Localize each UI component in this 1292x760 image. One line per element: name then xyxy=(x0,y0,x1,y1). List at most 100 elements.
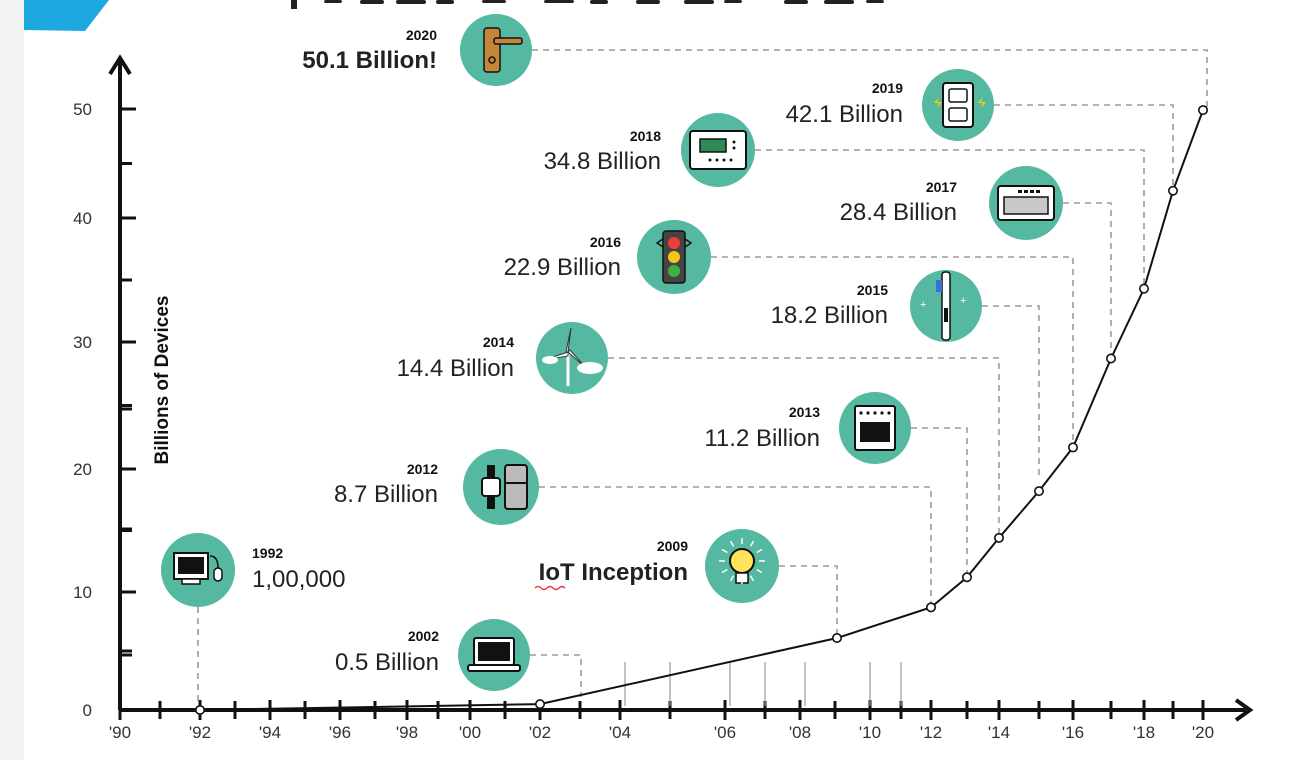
thermostat-icon xyxy=(681,113,755,187)
data-point xyxy=(1139,283,1150,294)
title-fragment xyxy=(360,0,384,4)
growth-line xyxy=(199,109,1204,711)
title-fragment xyxy=(784,0,808,4)
x-axis-arrow xyxy=(1234,698,1254,722)
title-fragment xyxy=(482,0,506,3)
title-fragment xyxy=(684,0,714,4)
y-axis-label: Billions of Devices xyxy=(152,296,173,465)
annotation-year: 2009 xyxy=(657,538,688,554)
annotation-value: 1,00,000 xyxy=(252,566,345,593)
title-fragment xyxy=(544,0,574,3)
annotation-value: 18.2 Billion xyxy=(771,302,888,329)
x-tick-label: '04 xyxy=(609,723,631,742)
title-fragment xyxy=(436,0,454,4)
title-fragment xyxy=(866,0,884,3)
annotation-year: 1992 xyxy=(252,545,283,561)
annotation-year: 2015 xyxy=(857,282,888,298)
data-point xyxy=(831,633,842,644)
leader-line xyxy=(982,305,1040,477)
x-tick-label: '20 xyxy=(1192,723,1214,742)
microwave-icon xyxy=(989,166,1063,240)
leader-line xyxy=(779,565,838,637)
leader-line xyxy=(994,104,1174,195)
badge-circle xyxy=(536,322,608,394)
annotation-year: 2016 xyxy=(590,234,621,250)
title-fragment xyxy=(824,0,854,4)
spellcheck-underline xyxy=(534,585,566,591)
y-tick-label: 20 xyxy=(73,460,92,479)
x-tick-label: '98 xyxy=(396,723,418,742)
leader-line xyxy=(755,149,1145,290)
title-fragment xyxy=(324,0,342,3)
annotation-value: 50.1 Billion! xyxy=(302,47,437,74)
desktop-computer-icon xyxy=(161,533,235,607)
x-tick-label: '90 xyxy=(109,723,131,742)
title-fragment xyxy=(590,0,608,4)
x-tick-label: '08 xyxy=(789,723,811,742)
data-point xyxy=(1033,486,1044,497)
y-tick-label: 10 xyxy=(73,583,92,602)
laptop-icon xyxy=(458,619,530,691)
y-tick-label: 0 xyxy=(83,701,92,720)
toothbrush-icon: + + xyxy=(910,270,982,342)
annotation-value: 8.7 Billion xyxy=(334,481,438,508)
y-tick-label: 40 xyxy=(73,209,92,228)
title-fragment xyxy=(396,0,426,4)
annotation-year: 2018 xyxy=(630,128,661,144)
svg-text:+: + xyxy=(960,295,966,307)
x-tick-label: '92 xyxy=(189,723,211,742)
x-tick-label: '18 xyxy=(1133,723,1155,742)
oven-icon xyxy=(839,392,911,464)
traffic-light-icon xyxy=(637,220,711,294)
data-point xyxy=(1168,185,1179,196)
data-point xyxy=(195,704,206,715)
annotation-year: 2019 xyxy=(872,80,903,96)
annotation-value: 11.2 Billion xyxy=(704,425,820,452)
x-tick-label: '10 xyxy=(859,723,881,742)
x-tick-label: '96 xyxy=(329,723,351,742)
annotation-year: 2020 xyxy=(406,27,437,43)
y-axis-arrow xyxy=(108,54,132,76)
annotation-year: 2002 xyxy=(408,628,439,644)
power-outlet-icon xyxy=(922,69,994,141)
title-fragment xyxy=(291,0,297,9)
annotation-value: IoT Inception xyxy=(539,559,688,586)
leader-line xyxy=(711,256,1074,447)
annotation-year: 2017 xyxy=(926,179,957,195)
data-point xyxy=(1198,105,1209,116)
data-point xyxy=(1068,442,1079,453)
leader-line xyxy=(532,49,1208,110)
data-point xyxy=(925,602,936,613)
data-point xyxy=(1106,353,1117,364)
annotation-value: 14.4 Billion xyxy=(397,355,514,382)
y-tick-label: 30 xyxy=(73,333,92,352)
leader-line xyxy=(530,654,582,697)
annotation-year: 2014 xyxy=(483,334,514,350)
leader-line xyxy=(608,357,1000,537)
title-fragment xyxy=(636,0,660,4)
svg-text:+: + xyxy=(920,299,926,311)
annotation-value: 0.5 Billion xyxy=(335,649,439,676)
x-tick-label: '16 xyxy=(1062,723,1084,742)
x-tick-label: '14 xyxy=(988,723,1010,742)
wind-turbine-icon xyxy=(536,322,608,394)
annotation-year: 2013 xyxy=(789,404,820,420)
annotation-year: 2012 xyxy=(407,461,438,477)
leader-line xyxy=(911,427,968,577)
x-tick-label: '00 xyxy=(459,723,481,742)
iot-growth-infographic: 0 10 20 30 40 50 Billions of Devices '90 '92 '94 '… xyxy=(24,0,1292,760)
light-bulb-icon xyxy=(705,529,779,603)
data-point xyxy=(993,532,1004,543)
title-fragment xyxy=(724,0,742,3)
x-tick-label: '12 xyxy=(920,723,942,742)
x-tick-label: '06 xyxy=(714,723,736,742)
y-tick-label: 50 xyxy=(73,100,92,119)
data-point xyxy=(961,572,972,583)
leader-line xyxy=(1063,202,1112,355)
annotation-value: 34.8 Billion xyxy=(544,148,661,175)
annotation-value: 22.9 Billion xyxy=(504,254,621,281)
x-tick-label: '02 xyxy=(529,723,551,742)
annotation-value: 28.4 Billion xyxy=(840,199,957,226)
smartwatch-fridge-icon xyxy=(463,449,539,525)
corner-ribbon xyxy=(24,0,109,31)
